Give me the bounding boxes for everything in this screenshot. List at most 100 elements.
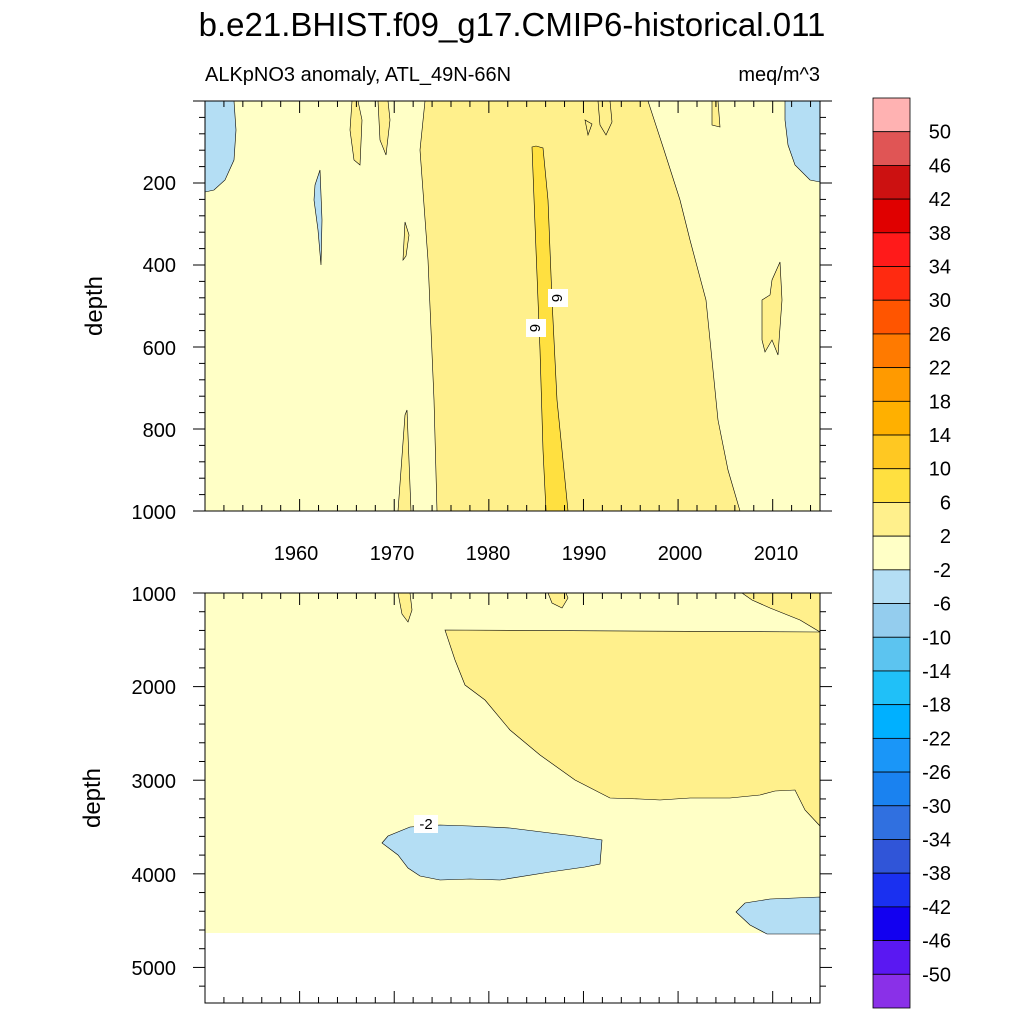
colorbar-swatch xyxy=(872,165,911,200)
colorbar-level-label: -30 xyxy=(922,796,951,818)
y-tick-label: 3000 xyxy=(132,771,177,793)
colorbar-level-label: -38 xyxy=(922,863,951,885)
top-contour-2to6-patch xyxy=(402,221,410,261)
colorbar-swatch xyxy=(872,535,911,571)
x-tick-labels: 1960 1970 1980 1990 2000 2010 xyxy=(274,543,799,565)
colorbar-swatch xyxy=(872,569,911,604)
colorbar-level-label: 38 xyxy=(929,223,951,245)
colorbar-swatch xyxy=(872,468,911,503)
colorbar-level-label: 42 xyxy=(929,189,951,211)
colorbar-level-label: 10 xyxy=(929,459,951,481)
top-contour-2to6-patch xyxy=(377,101,391,156)
colorbar-level-label: -10 xyxy=(922,627,951,649)
colorbar-level-label: -18 xyxy=(922,695,951,717)
colorbar-level-label: 46 xyxy=(929,155,951,177)
colorbar-level-label: 6 xyxy=(940,492,951,514)
top-contour-2to6-patch xyxy=(397,409,412,511)
colorbar-swatch xyxy=(872,333,911,369)
bottom-contour-neg2to-6 xyxy=(381,824,603,881)
colorbar-level-label: -26 xyxy=(922,762,951,784)
colorbar xyxy=(872,97,911,1009)
bottom-panel-ticks xyxy=(193,592,832,1003)
y-tick-label: 400 xyxy=(143,255,176,277)
top-panel-frame xyxy=(204,100,821,512)
colorbar-level-label: 2 xyxy=(940,526,951,548)
colorbar-level-label: -22 xyxy=(922,728,951,750)
colorbar-level-label: -46 xyxy=(922,931,951,953)
top-contour-2to6-patch xyxy=(349,101,363,166)
colorbar-swatch xyxy=(872,940,911,975)
figure-title: b.e21.BHIST.f09_g17.CMIP6-historical.011 xyxy=(199,6,826,43)
colorbar-swatch xyxy=(872,704,911,739)
top-panel-ticks xyxy=(193,100,832,512)
bottom-contour-labels: -2 xyxy=(414,815,438,833)
colorbar-level-label: 22 xyxy=(929,358,951,380)
bottom-panel-frame xyxy=(204,592,821,1004)
bottom-panel xyxy=(205,593,820,1003)
top-y-axis-label: depth xyxy=(81,276,108,336)
colorbar-level-label: 14 xyxy=(929,425,951,447)
top-y-tick-labels: 200 400 600 800 1000 xyxy=(132,173,177,524)
top-contour-2to6-patch xyxy=(584,119,593,137)
colorbar-swatch xyxy=(872,872,911,908)
colorbar-swatch xyxy=(872,299,911,335)
top-contour-2to6-main xyxy=(419,101,741,511)
y-tick-label: 200 xyxy=(143,173,176,195)
subtitle-units: meq/m^3 xyxy=(738,64,820,86)
colorbar-swatch xyxy=(872,232,911,267)
colorbar-swatch xyxy=(872,805,911,840)
subtitle-left: ALKpNO3 anomaly, ATL_49N-66N xyxy=(205,64,511,86)
colorbar-swatch xyxy=(872,973,911,1009)
colorbar-labels: 50 46 42 38 34 30 26 22 18 14 10 6 2 -2 -6 -10 -14 -18 -22… xyxy=(922,122,951,987)
top-contour-2to6-patch xyxy=(761,261,783,356)
top-contour-2to6-patch xyxy=(711,101,721,128)
y-tick-label: 2000 xyxy=(132,677,177,699)
contour-label: -2 xyxy=(419,816,432,833)
colorbar-swatch xyxy=(872,670,911,706)
colorbar-swatch xyxy=(872,367,911,402)
contour-label: 6 xyxy=(548,294,565,302)
x-tick-label: 1960 xyxy=(274,543,319,565)
colorbar-swatch xyxy=(872,434,911,470)
y-tick-label: 600 xyxy=(143,338,176,360)
colorbar-swatch xyxy=(872,97,911,133)
colorbar-swatch xyxy=(872,131,911,166)
y-tick-label: 1000 xyxy=(132,584,177,606)
colorbar-level-label: 34 xyxy=(929,257,951,279)
colorbar-level-label: -2 xyxy=(933,560,951,582)
bottom-contour-neg2to-6 xyxy=(735,896,820,935)
colorbar-swatch xyxy=(872,603,911,638)
bottom-y-axis-label: depth xyxy=(79,768,106,828)
colorbar-swatch xyxy=(872,636,911,672)
colorbar-level-label: 26 xyxy=(929,324,951,346)
colorbar-swatch xyxy=(872,771,911,807)
bottom-y-tick-labels: 1000 2000 3000 4000 5000 xyxy=(132,584,177,980)
colorbar-level-label: -42 xyxy=(922,897,951,919)
colorbar-swatch xyxy=(872,198,911,234)
colorbar-level-label: 18 xyxy=(929,391,951,413)
top-contour-neg2to-6 xyxy=(784,101,820,183)
colorbar-swatch xyxy=(872,400,911,436)
x-tick-label: 2010 xyxy=(754,543,799,565)
colorbar-swatch xyxy=(872,906,911,941)
colorbar-level-label: 50 xyxy=(929,122,951,144)
x-tick-label: 1990 xyxy=(562,543,607,565)
y-tick-label: 4000 xyxy=(132,865,177,887)
colorbar-swatch xyxy=(872,737,911,773)
colorbar-swatch xyxy=(872,502,911,537)
colorbar-swatch xyxy=(872,839,911,874)
top-contour-6to10 xyxy=(531,145,569,511)
top-contour-neg2to-6 xyxy=(205,101,237,193)
colorbar-level-label: -6 xyxy=(933,594,951,616)
bottom-contour-2to6 xyxy=(440,593,820,827)
colorbar-level-label: -34 xyxy=(922,829,951,851)
contour-label: 6 xyxy=(526,324,543,332)
top-panel xyxy=(205,101,820,511)
colorbar-swatch xyxy=(872,266,911,301)
y-tick-label: 800 xyxy=(143,420,176,442)
x-tick-label: 1980 xyxy=(466,543,511,565)
colorbar-level-label: -14 xyxy=(922,661,951,683)
bottom-contour-2to6-patch xyxy=(547,593,569,609)
top-contour-2to6-patch xyxy=(597,101,613,136)
